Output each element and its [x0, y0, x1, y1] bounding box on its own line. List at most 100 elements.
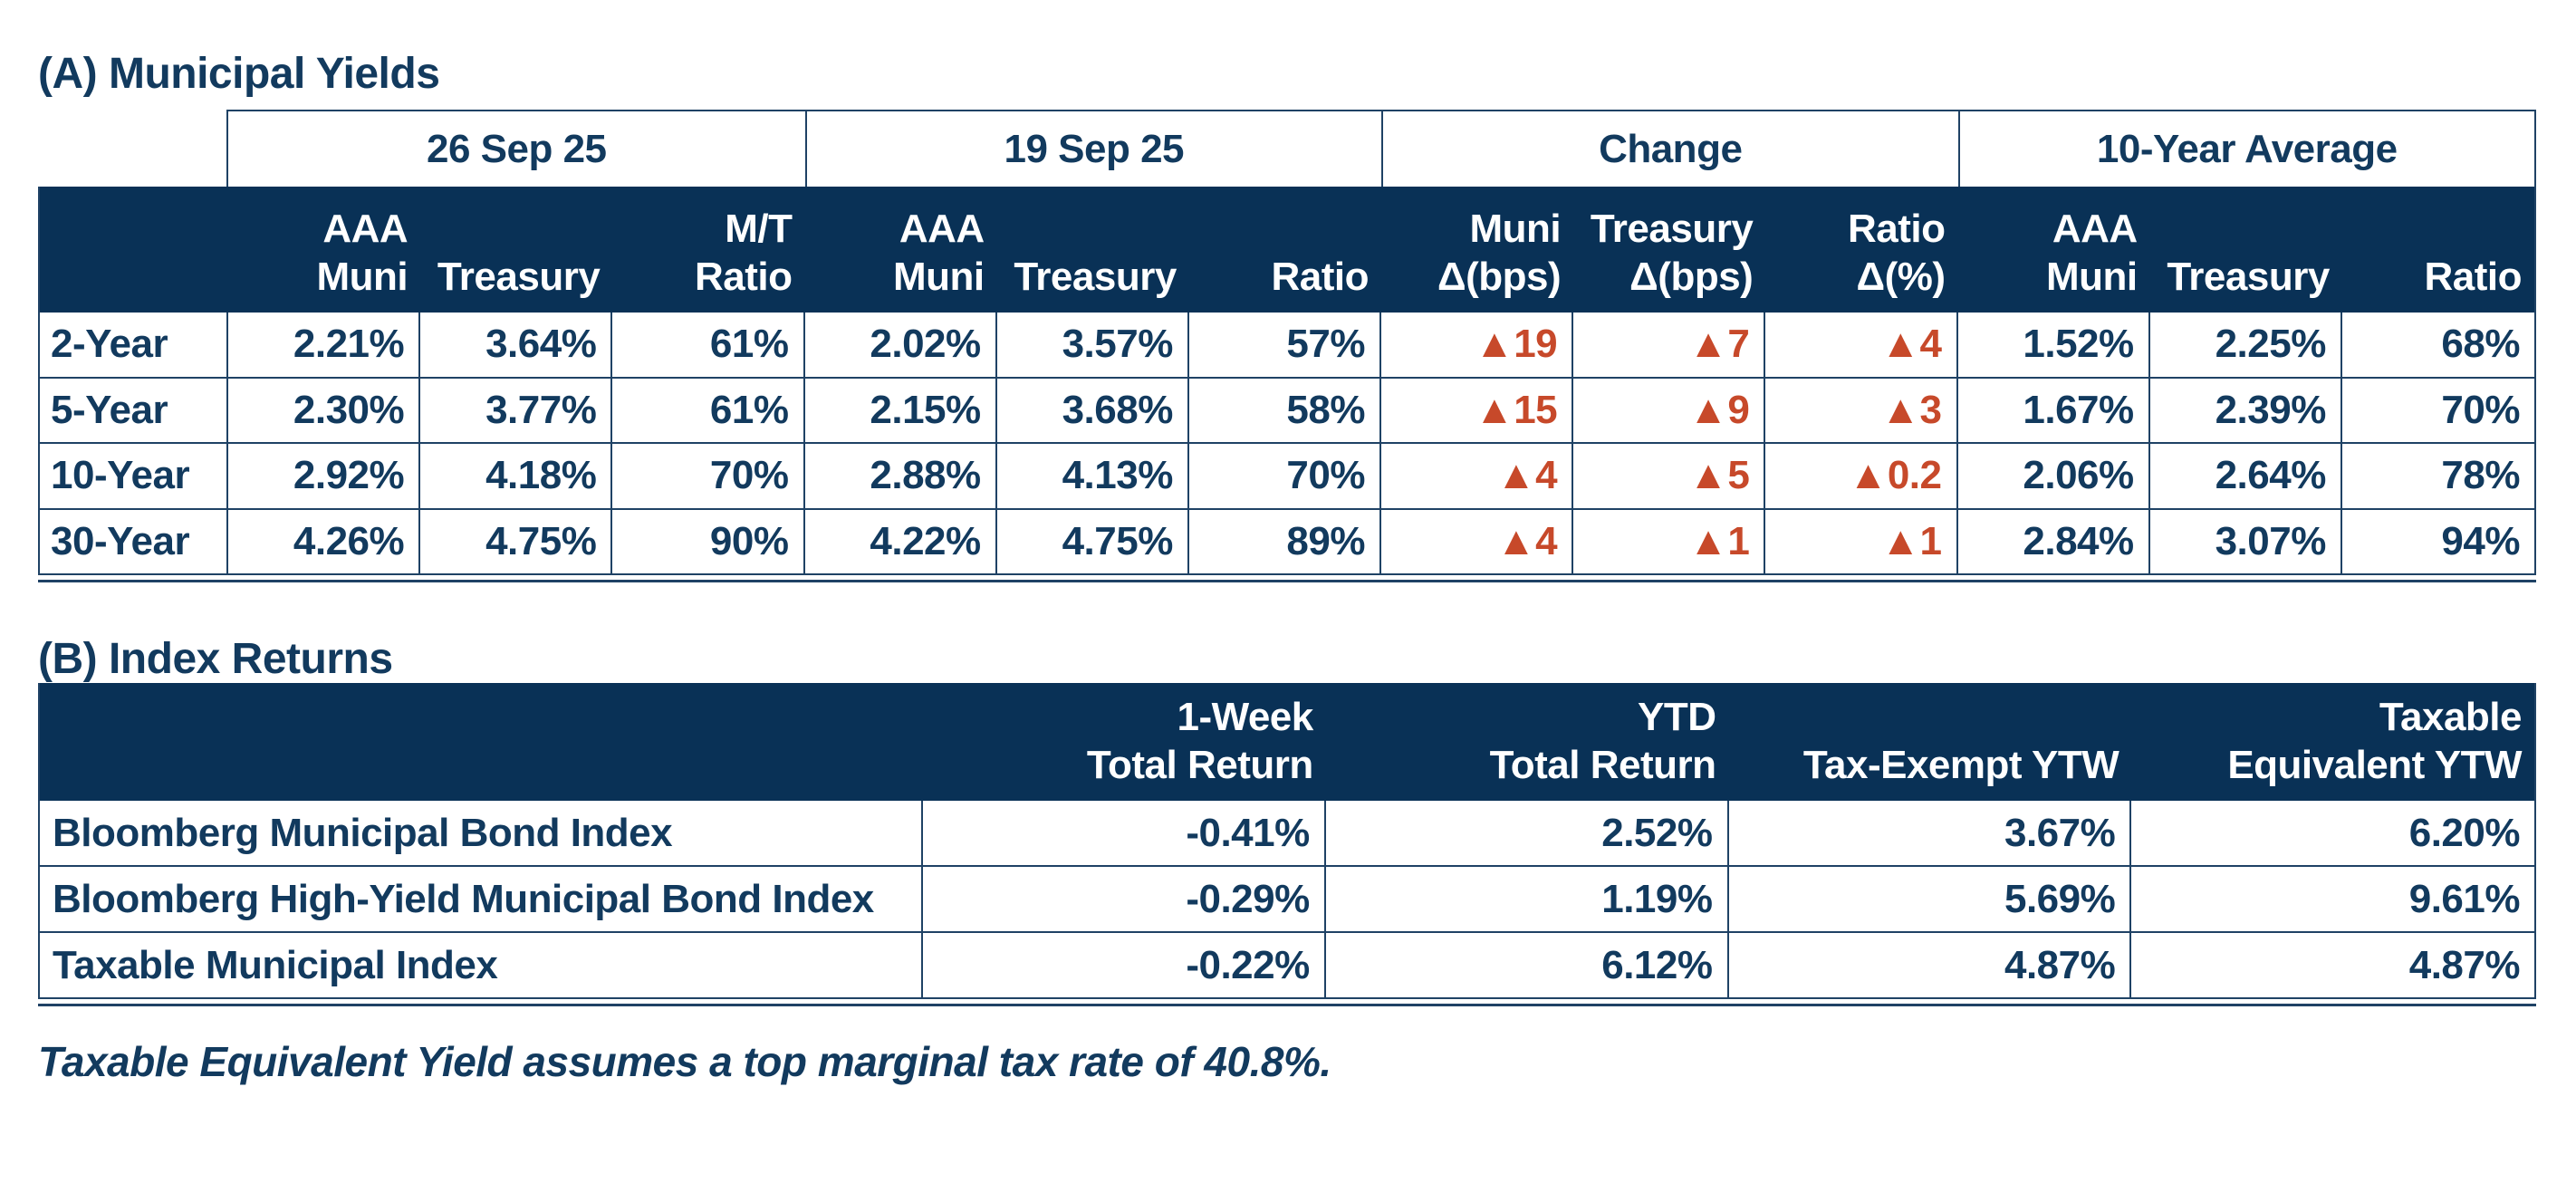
yield-cell: 2.15% [804, 378, 997, 444]
change-cell-up: ▲4 [1381, 509, 1574, 575]
group-header-prior-date: 19 Sep 25 [804, 111, 1382, 187]
group-header-change: Change [1381, 111, 1958, 187]
column-header-muni-delta-bps: Muni Δ(bps) [1381, 187, 1574, 313]
yield-cell: 3.07% [2149, 509, 2342, 575]
column-header-treasury: Treasury [2149, 187, 2342, 313]
row-label: Bloomberg Municipal Bond Index [40, 801, 923, 867]
row-label: 10-Year [40, 444, 228, 510]
yield-cell: 70% [612, 444, 805, 510]
row-label: 2-Year [40, 313, 228, 379]
group-header-current-date: 26 Sep 25 [426, 126, 607, 171]
municipal-yields-grid: AAA Muni Treasury M/T Ratio AAA Muni Tre… [38, 187, 2536, 575]
yield-cell: 2.39% [2149, 378, 2342, 444]
yield-cell: 4.75% [996, 509, 1189, 575]
return-cell: 1.19% [1325, 867, 1729, 933]
column-header-1-week-total-return: 1-Week Total Return [923, 683, 1326, 801]
return-cell: 4.87% [1728, 933, 2132, 999]
yield-cell: 2.30% [228, 378, 421, 444]
column-header-taxable-equivalent-ytw: Taxable Equivalent YTW [2131, 683, 2534, 801]
index-returns-table: 1-Week Total Return YTD Total Return Tax… [38, 683, 2536, 1006]
municipal-yields-group-header-row: 26 Sep 25 19 Sep 25 Change 10-Year Avera… [226, 110, 2536, 187]
column-header-tax-exempt-ytw: Tax-Exempt YTW [1728, 683, 2132, 801]
yield-cell: 61% [612, 313, 805, 379]
yield-cell: 57% [1188, 313, 1381, 379]
change-cell-up: ▲1 [1573, 509, 1766, 575]
yield-cell: 4.75% [420, 509, 613, 575]
yield-cell: 2.92% [228, 444, 421, 510]
group-header-10-year-average: 10-Year Average [1957, 111, 2535, 187]
yield-cell: 2.06% [1957, 444, 2150, 510]
row-label: 5-Year [40, 378, 228, 444]
change-cell-up: ▲15 [1381, 378, 1574, 444]
yield-cell: 61% [612, 378, 805, 444]
yield-cell: 4.22% [804, 509, 997, 575]
return-cell: 5.69% [1728, 867, 2132, 933]
yield-cell: 4.18% [420, 444, 613, 510]
change-cell-up: ▲1 [1765, 509, 1958, 575]
yield-cell: 2.25% [2149, 313, 2342, 379]
change-cell-up: ▲4 [1765, 313, 1958, 379]
yield-cell: 3.77% [420, 378, 613, 444]
column-header [40, 683, 923, 801]
column-header-mt-ratio: M/T Ratio [612, 187, 805, 313]
column-header-treasury: Treasury [996, 187, 1189, 313]
yield-cell: 1.52% [1957, 313, 2150, 379]
row-label: Bloomberg High-Yield Municipal Bond Inde… [40, 867, 923, 933]
yield-cell: 3.68% [996, 378, 1189, 444]
report-page: (A) Municipal Yields 26 Sep 25 19 Sep 25… [0, 51, 2576, 1183]
column-header [40, 187, 228, 313]
yield-cell: 58% [1188, 378, 1381, 444]
return-cell: -0.22% [923, 933, 1326, 999]
yield-cell: 78% [2341, 444, 2534, 510]
yield-cell: 3.57% [996, 313, 1189, 379]
footnote: Taxable Equivalent Yield assumes a top m… [38, 1038, 1331, 1085]
yield-cell: 1.67% [1957, 378, 2150, 444]
yield-cell: 4.13% [996, 444, 1189, 510]
return-cell: -0.29% [923, 867, 1326, 933]
column-header-treasury-delta-bps: Treasury Δ(bps) [1573, 187, 1766, 313]
yield-cell: 2.84% [1957, 509, 2150, 575]
yield-cell: 94% [2341, 509, 2534, 575]
change-cell-up: ▲3 [1765, 378, 1958, 444]
yield-cell: 68% [2341, 313, 2534, 379]
yield-cell: 2.88% [804, 444, 997, 510]
yield-cell: 4.26% [228, 509, 421, 575]
column-header-ratio: Ratio [2341, 187, 2534, 313]
table-bottom-rule [38, 1004, 2536, 1006]
yield-cell: 2.21% [228, 313, 421, 379]
return-cell: 6.20% [2131, 801, 2534, 867]
column-header-aaa-muni: AAA Muni [1957, 187, 2150, 313]
return-cell: -0.41% [923, 801, 1326, 867]
yield-cell: 3.64% [420, 313, 613, 379]
column-header-ytd-total-return: YTD Total Return [1325, 683, 1729, 801]
yield-cell: 89% [1188, 509, 1381, 575]
column-header-ratio-delta-pct: Ratio Δ(%) [1765, 187, 1958, 313]
change-cell-up: ▲0.2 [1765, 444, 1958, 510]
yield-cell: 70% [1188, 444, 1381, 510]
return-cell: 9.61% [2131, 867, 2534, 933]
return-cell: 2.52% [1325, 801, 1729, 867]
column-header-ratio: Ratio [1188, 187, 1381, 313]
return-cell: 6.12% [1325, 933, 1729, 999]
index-returns-grid: 1-Week Total Return YTD Total Return Tax… [38, 683, 2536, 999]
section-a-title: (A) Municipal Yields [38, 50, 440, 98]
change-cell-up: ▲19 [1381, 313, 1574, 379]
change-cell-up: ▲9 [1573, 378, 1766, 444]
row-label: 30-Year [40, 509, 228, 575]
column-header-aaa-muni: AAA Muni [228, 187, 421, 313]
yield-cell: 90% [612, 509, 805, 575]
return-cell: 4.87% [2131, 933, 2534, 999]
yield-cell: 2.64% [2149, 444, 2342, 510]
column-header-aaa-muni: AAA Muni [804, 187, 997, 313]
return-cell: 3.67% [1728, 801, 2132, 867]
change-cell-up: ▲7 [1573, 313, 1766, 379]
municipal-yields-table: 26 Sep 25 19 Sep 25 Change 10-Year Avera… [38, 110, 2536, 582]
change-cell-up: ▲5 [1573, 444, 1766, 510]
column-header-treasury: Treasury [420, 187, 613, 313]
yield-cell: 70% [2341, 378, 2534, 444]
yield-cell: 2.02% [804, 313, 997, 379]
change-cell-up: ▲4 [1381, 444, 1574, 510]
section-b-title: (B) Index Returns [38, 635, 393, 683]
row-label: Taxable Municipal Index [40, 933, 923, 999]
table-bottom-rule [38, 580, 2536, 582]
